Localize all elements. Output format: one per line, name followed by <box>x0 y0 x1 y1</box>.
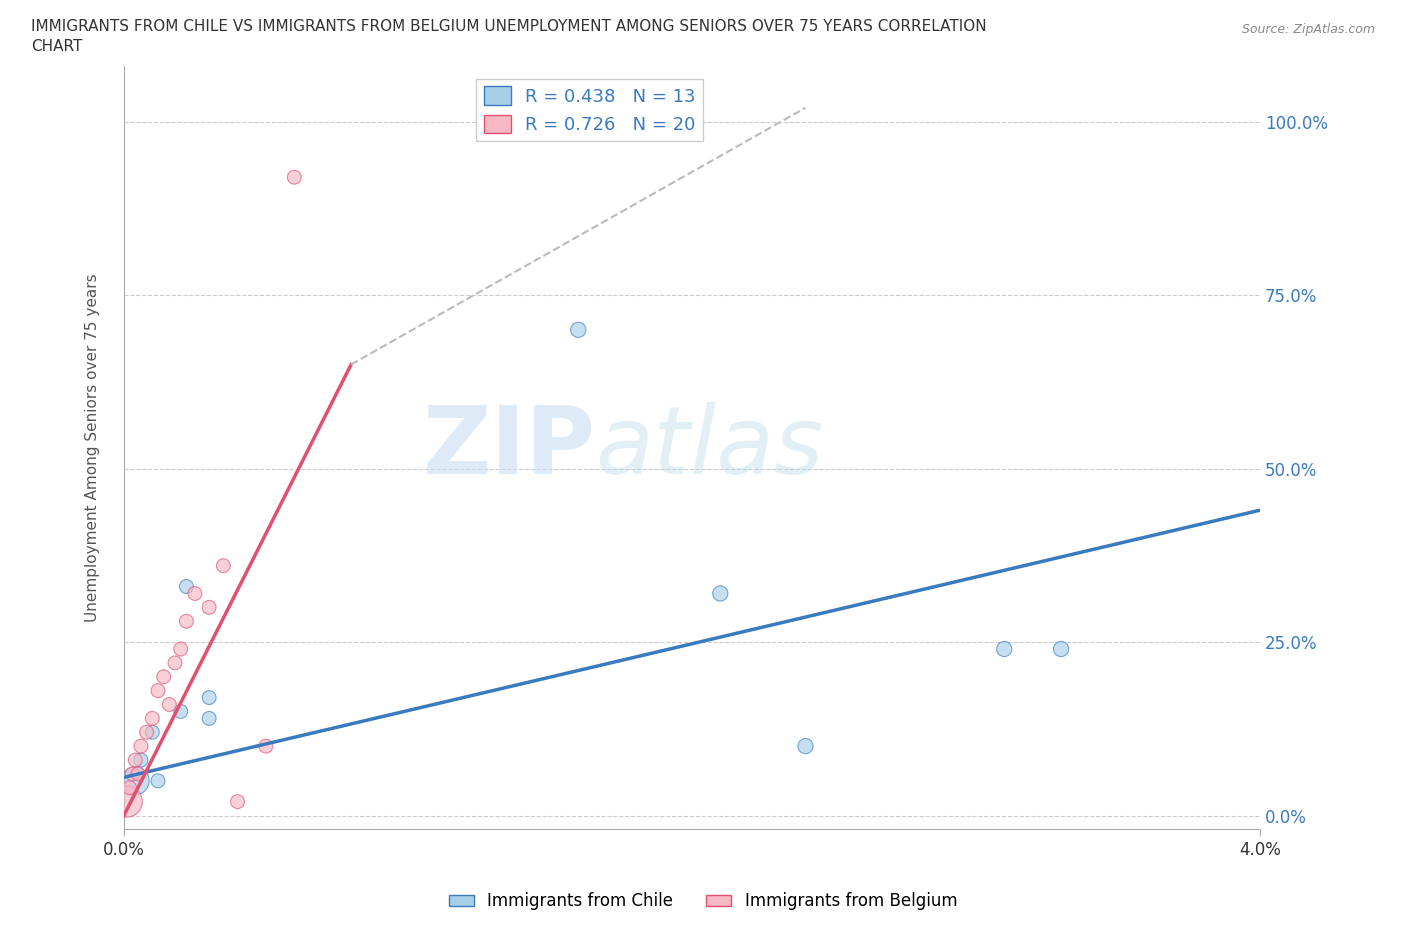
Point <box>176 579 198 594</box>
Point <box>170 704 193 719</box>
Point <box>157 698 180 712</box>
Point <box>141 711 163 725</box>
Text: ZIP: ZIP <box>422 402 595 494</box>
Point <box>146 684 169 698</box>
Point <box>993 642 1015 657</box>
Point <box>794 738 817 753</box>
Point <box>141 724 163 739</box>
Point <box>226 794 249 809</box>
Point <box>254 738 277 753</box>
Point <box>1050 642 1073 657</box>
Point <box>152 670 174 684</box>
Point <box>198 711 221 725</box>
Point <box>184 586 207 601</box>
Y-axis label: Unemployment Among Seniors over 75 years: Unemployment Among Seniors over 75 years <box>86 273 100 622</box>
Point <box>121 766 143 781</box>
Point <box>129 738 152 753</box>
Point <box>163 656 186 671</box>
Point <box>124 752 146 767</box>
Point <box>118 780 141 795</box>
Text: IMMIGRANTS FROM CHILE VS IMMIGRANTS FROM BELGIUM UNEMPLOYMENT AMONG SENIORS OVER: IMMIGRANTS FROM CHILE VS IMMIGRANTS FROM… <box>31 19 987 33</box>
Point <box>212 558 235 573</box>
Point <box>709 586 731 601</box>
Text: CHART: CHART <box>31 39 83 54</box>
Point <box>135 724 157 739</box>
Point <box>127 766 149 781</box>
Point <box>115 794 138 809</box>
Point <box>283 170 305 185</box>
Point <box>567 323 589 338</box>
Point <box>146 774 169 789</box>
Point <box>198 600 221 615</box>
Point <box>170 642 193 657</box>
Text: atlas: atlas <box>595 403 824 493</box>
Point <box>124 774 146 789</box>
Point <box>198 690 221 705</box>
Point <box>129 752 152 767</box>
Point <box>176 614 198 629</box>
Text: Source: ZipAtlas.com: Source: ZipAtlas.com <box>1241 23 1375 36</box>
Legend: R = 0.438   N = 13, R = 0.726   N = 20: R = 0.438 N = 13, R = 0.726 N = 20 <box>477 79 703 141</box>
Legend: Immigrants from Chile, Immigrants from Belgium: Immigrants from Chile, Immigrants from B… <box>441 885 965 917</box>
